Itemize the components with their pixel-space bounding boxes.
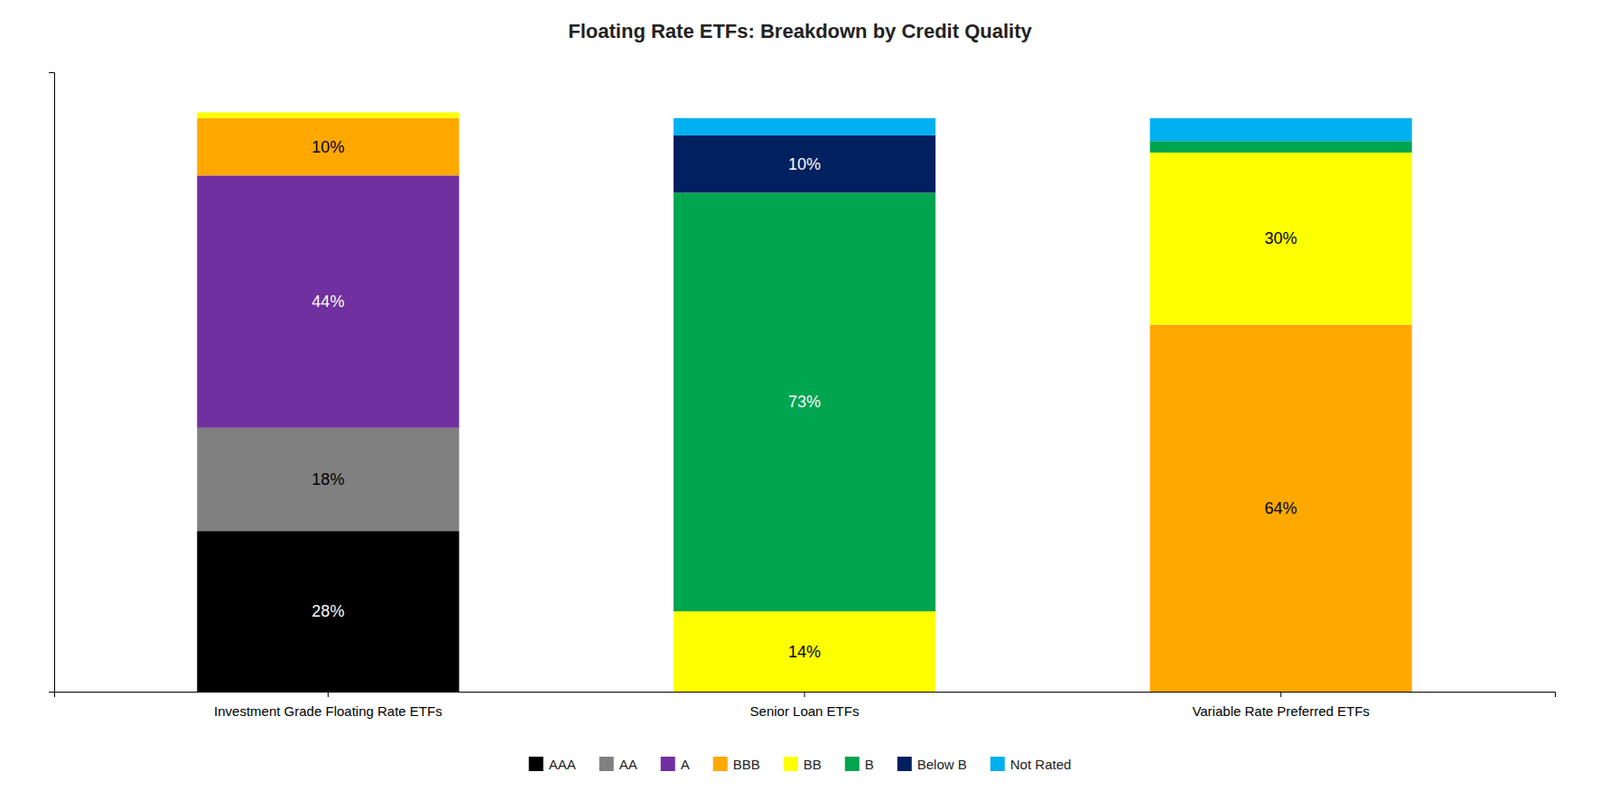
plot: 28% 18% 44% 10% 64% 14% 30% 73% 10% Investment Gr… (48, 73, 1556, 720)
x-tick-mark (804, 691, 806, 698)
x-tick: Variable Rate Preferred ETFs (1191, 691, 1369, 719)
data-label: 14% (788, 642, 821, 661)
x-axis-line (55, 692, 1556, 698)
bar-segment (673, 135, 936, 194)
bar-segment (196, 111, 459, 113)
legend-item: B (845, 756, 875, 773)
chart-title: Floating Rate ETFs: Breakdown by Credit … (567, 19, 1033, 43)
x-tick-mark (327, 691, 329, 698)
bar-segment (196, 175, 459, 428)
bar-segment (196, 427, 459, 531)
x-tick-mark (1280, 691, 1282, 698)
bar-segment (196, 530, 459, 692)
bar-segment (1150, 140, 1413, 153)
legend-swatch (713, 756, 728, 772)
bar-series (673, 140, 1413, 612)
bar-segment (1150, 152, 1413, 326)
legend-item: Below B (897, 756, 968, 773)
legend-item: BB (783, 756, 822, 773)
bar-series (196, 111, 1412, 692)
data-labels: 28% 18% 44% 10% 64% 14% 30% 73% 10% (311, 138, 1297, 661)
legend-label: A (680, 756, 690, 773)
x-tick-label: Variable Rate Preferred ETFs (1191, 703, 1369, 719)
legend-label: BBB (733, 756, 761, 773)
bar-segment (673, 118, 936, 136)
bar-segment (673, 611, 936, 692)
legend-item: BBB (713, 756, 761, 773)
legend-swatch (529, 756, 544, 772)
x-axis: Investment Grade Floating Rate ETFs Senio… (55, 691, 1556, 719)
bar-series (196, 118, 1412, 692)
data-label: 64% (1265, 499, 1298, 518)
legend-item: AA (599, 756, 638, 773)
bars (196, 111, 1412, 692)
data-label: 18% (311, 470, 345, 489)
data-label: 10% (788, 155, 821, 174)
legend: AAAAAABBBBBBBelow BNot Rated (529, 756, 1072, 773)
legend-label: Below B (917, 756, 968, 773)
bar-series (673, 118, 1413, 141)
legend-label: BB (803, 756, 822, 773)
x-tick-label: Senior Loan ETFs (750, 703, 860, 719)
data-label: 30% (1265, 229, 1298, 248)
bar-series (196, 427, 459, 531)
data-label: 44% (311, 292, 345, 311)
bar-segment (1150, 324, 1413, 692)
legend-label: AAA (548, 756, 577, 773)
bar-series (196, 175, 459, 428)
bar-segment (196, 111, 459, 118)
legend-swatch (660, 756, 676, 772)
legend-swatch (845, 756, 860, 772)
legend-swatch (897, 756, 912, 772)
x-tick-label: Investment Grade Floating Rate ETFs (213, 703, 443, 719)
bar-segment (196, 111, 459, 113)
y-axis (48, 73, 56, 693)
bar-series (196, 530, 459, 692)
bar-segment (1150, 118, 1413, 141)
legend-label: B (865, 756, 875, 773)
legend-item: Not Rated (990, 756, 1072, 773)
x-tick: Investment Grade Floating Rate ETFs (213, 691, 443, 719)
data-label: 73% (788, 392, 821, 411)
data-label: 28% (311, 602, 345, 621)
y-axis-line (48, 73, 56, 693)
legend-swatch (990, 756, 1005, 772)
x-tick: Senior Loan ETFs (750, 691, 860, 719)
legend-item: A (660, 756, 690, 773)
bar-segment (673, 192, 936, 612)
chart-svg: 28% 18% 44% 10% 64% 14% 30% 73% 10% Investment Gr… (0, 0, 1600, 800)
data-label: 10% (311, 138, 345, 157)
legend-swatch (599, 756, 614, 772)
legend-label: Not Rated (1010, 756, 1072, 773)
legend-swatch (783, 756, 799, 772)
bar-segment (196, 111, 459, 113)
legend-label: AA (619, 756, 638, 773)
bar-segment (196, 118, 459, 177)
bar-series (673, 135, 936, 194)
legend-item: AAA (529, 756, 577, 773)
